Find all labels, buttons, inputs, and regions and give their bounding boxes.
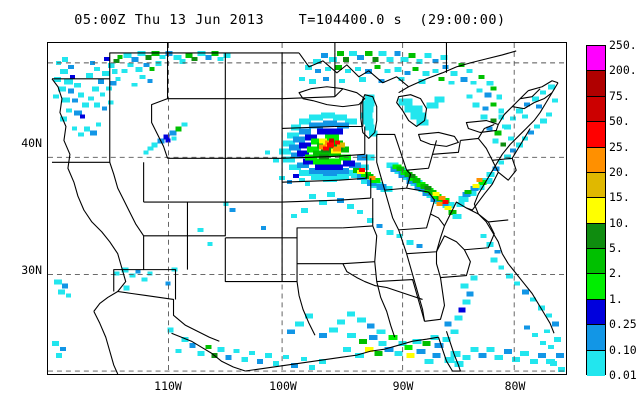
colorbar [586,45,606,376]
map-boundaries [51,43,559,374]
precip-northeast [504,84,559,130]
colorbar-tick-label-2: 75. [609,88,630,103]
precip-ohio-valley [386,162,462,219]
colorbar-tick-label-4: 25. [609,139,630,154]
precip-southwest [51,267,153,359]
precip-florida [424,347,556,368]
colorbar-tick-label-12: 0.10 [609,342,637,357]
x-tick-label-0: 110W [154,379,182,393]
colorbar-band-6 [587,198,605,224]
page-title: 05:00Z Thu 13 Jun 2013 T=104400.0 s (29:… [74,12,506,28]
x-tick-label-2: 90W [392,379,414,393]
colorbar-band-7 [587,223,605,249]
colorbar-tick-label-7: 10. [609,215,630,230]
precip-atlantic-coast [480,233,566,373]
colorbar-tick-label-5: 20. [609,164,630,179]
colorbar-tick-label-13: 0.01 [609,368,637,382]
colorbar-band-2 [587,96,605,123]
precip-mid-south [291,192,423,248]
colorbar-tick-label-10: 1. [609,291,623,306]
precip-great-basin [143,122,188,155]
colorbar-tick-label-9: 2. [609,266,623,281]
colorbar-tick-label-11: 0.25 [609,317,637,332]
colorbar-band-9 [587,274,605,300]
colorbar-tick-label-0: 250. [609,38,637,52]
colorbar-band-1 [587,71,605,97]
x-tick-label-1: 100W [269,379,297,393]
precip-southeast [287,275,478,359]
colorbar-band-3 [587,122,605,148]
colorbar-band-12 [587,350,605,376]
precip-southern-plains [165,202,326,371]
x-tick-label-3: 80W [504,379,526,393]
colorbar-band-4 [587,147,605,173]
map-svg [48,43,566,374]
map-plot-area[interactable] [47,42,567,375]
y-tick-label-0: 40N [21,136,42,150]
precip-great-lakes-north [299,50,515,147]
colorbar-tick-label-3: 50. [609,114,630,129]
colorbar-tick-label-8: 5. [609,241,623,256]
precip-pacific-northwest [52,54,123,137]
colorbar-band-8 [587,249,605,275]
colorbar-band-11 [587,325,605,351]
precip-illinois-line [350,168,393,193]
colorbar-tick-label-1: 200. [609,63,637,78]
precip-northern-rockies [121,50,231,87]
y-tick-label-1: 30N [21,263,42,277]
colorbar-band-10 [587,299,605,326]
colorbar-tick-label-6: 15. [609,190,630,205]
colorbar-band-5 [587,172,605,199]
colorbar-band-0 [587,46,605,72]
